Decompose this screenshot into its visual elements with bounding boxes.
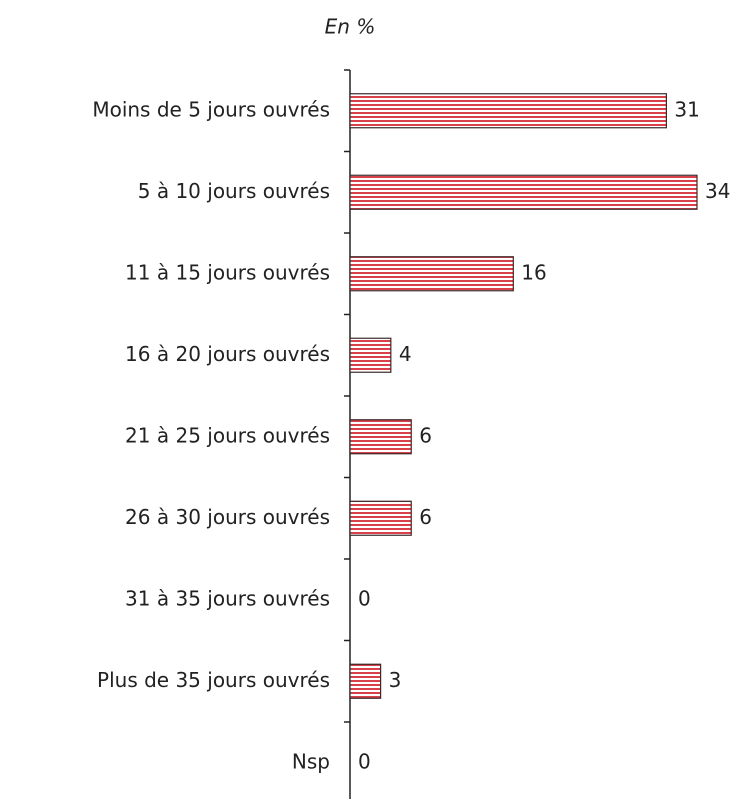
category-label: 21 à 25 jours ouvrés xyxy=(125,423,330,447)
value-label: 3 xyxy=(389,668,402,692)
category-label: Plus de 35 jours ouvrés xyxy=(97,668,330,692)
bar xyxy=(349,500,412,536)
value-label: 6 xyxy=(419,423,432,447)
value-label: 6 xyxy=(419,505,432,529)
bar xyxy=(349,174,698,210)
value-label: 16 xyxy=(521,260,546,284)
value-label: 31 xyxy=(674,97,699,121)
category-label: 26 à 30 jours ouvrés xyxy=(125,505,330,529)
category-label: Moins de 5 jours ouvrés xyxy=(92,97,330,121)
bar xyxy=(349,663,382,699)
value-label: 34 xyxy=(705,179,730,203)
value-label: 0 xyxy=(358,749,371,773)
category-label: 11 à 15 jours ouvrés xyxy=(125,260,330,284)
category-label: 5 à 10 jours ouvrés xyxy=(138,179,330,203)
bar xyxy=(349,419,412,455)
category-label: 31 à 35 jours ouvrés xyxy=(125,586,330,610)
category-label: Nsp xyxy=(292,749,330,773)
category-label: 16 à 20 jours ouvrés xyxy=(125,342,330,366)
bar xyxy=(349,93,667,129)
value-label: 4 xyxy=(399,342,412,366)
bar xyxy=(349,337,392,373)
bar xyxy=(349,256,514,292)
chart-title: En % xyxy=(325,15,376,39)
value-label: 0 xyxy=(358,586,371,610)
